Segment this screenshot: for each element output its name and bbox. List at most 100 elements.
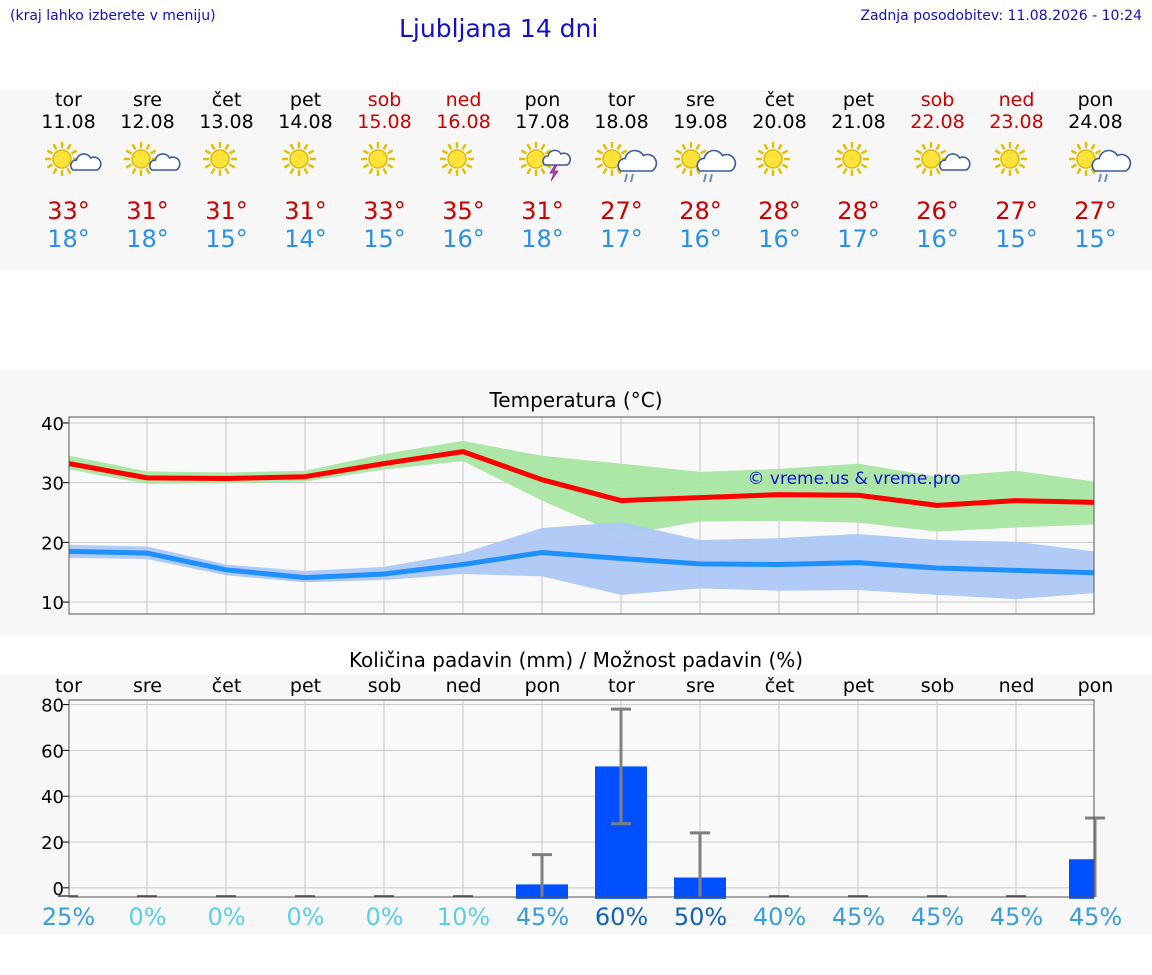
sun-icon [187, 135, 266, 185]
forecast-day: pet 14.08 [266, 89, 345, 133]
forecast-day: ned 23.08 [977, 89, 1056, 133]
day-date: 22.08 [910, 111, 965, 133]
day-name: pon [1077, 89, 1114, 111]
min-temperature: 18° [126, 225, 169, 253]
max-temperature: 26° [916, 197, 959, 225]
day-date: 13.08 [199, 111, 254, 133]
min-temperature: 16° [916, 225, 959, 253]
day-name: sre [133, 89, 162, 111]
precipitation-panel [0, 675, 1152, 935]
precipitation-probability: 45% [515, 903, 570, 931]
precipitation-probability: 0% [207, 903, 246, 931]
forecast-day: sre 12.08 [108, 89, 187, 133]
day-name: ned [998, 89, 1035, 111]
day-name: sob [920, 89, 955, 111]
day-date: 24.08 [1068, 111, 1123, 133]
day-name: čet [211, 89, 242, 111]
max-temperature: 31° [205, 197, 248, 225]
location-hint: (kraj lahko izberete v meniju) [10, 8, 216, 24]
day-name: sob [367, 89, 402, 111]
precipitation-day-label: sre [686, 675, 715, 697]
min-temperature: 16° [679, 225, 722, 253]
sun-icon [424, 135, 503, 185]
min-temperature: 15° [363, 225, 406, 253]
forecast-day: pon 17.08 [503, 89, 582, 133]
forecast-day: tor 11.08 [29, 89, 108, 133]
precipitation-day-label: ned [445, 675, 482, 697]
day-date: 21.08 [831, 111, 886, 133]
max-temperature: 28° [837, 197, 880, 225]
day-date: 23.08 [989, 111, 1044, 133]
temperature-chart-title: Temperatura (°C) [489, 388, 663, 412]
max-temperature: 28° [758, 197, 801, 225]
precipitation-day-label: čet [764, 675, 795, 697]
precipitation-probability: 45% [831, 903, 886, 931]
day-name: sre [686, 89, 715, 111]
precipitation-probability: 60% [594, 903, 649, 931]
sun-cloud-icon [898, 135, 977, 185]
day-name: tor [55, 89, 82, 111]
day-date: 15.08 [357, 111, 412, 133]
sun-cloud-icon [108, 135, 187, 185]
sun-rain-icon [1056, 135, 1135, 185]
day-name: čet [764, 89, 795, 111]
min-temperature: 16° [758, 225, 801, 253]
day-name: tor [608, 89, 635, 111]
max-temperature: 33° [47, 197, 90, 225]
sun-icon [740, 135, 819, 185]
forecast-day: pon 24.08 [1056, 89, 1135, 133]
day-name: pet [289, 89, 322, 111]
day-date: 18.08 [594, 111, 649, 133]
precipitation-chart-title: Količina padavin (mm) / Možnost padavin … [348, 648, 804, 672]
forecast-day: sre 19.08 [661, 89, 740, 133]
precipitation-probability: 45% [1068, 903, 1123, 931]
day-date: 11.08 [41, 111, 96, 133]
min-temperature: 15° [205, 225, 248, 253]
max-temperature: 27° [1074, 197, 1117, 225]
precipitation-day-label: pet [289, 675, 322, 697]
precipitation-probability: 10% [436, 903, 491, 931]
min-temperature: 17° [600, 225, 643, 253]
max-temperature: 27° [600, 197, 643, 225]
precipitation-day-label: pon [524, 675, 561, 697]
max-temperature: 31° [521, 197, 564, 225]
min-temperature: 18° [521, 225, 564, 253]
last-updated: Zadnja posodobitev: 11.08.2026 - 10:24 [860, 8, 1142, 24]
day-name: pet [842, 89, 875, 111]
forecast-day: sob 15.08 [345, 89, 424, 133]
precipitation-probability: 0% [128, 903, 167, 931]
forecast-day: sob 22.08 [898, 89, 977, 133]
precipitation-day-label: sob [920, 675, 955, 697]
precipitation-probability: 0% [286, 903, 325, 931]
precipitation-day-label: tor [55, 675, 82, 697]
min-temperature: 18° [47, 225, 90, 253]
precipitation-probability: 50% [673, 903, 728, 931]
forecast-panel [0, 90, 1152, 270]
sun-icon [266, 135, 345, 185]
sun-icon [977, 135, 1056, 185]
min-temperature: 16° [442, 225, 485, 253]
min-temperature: 15° [1074, 225, 1117, 253]
day-date: 17.08 [515, 111, 570, 133]
max-temperature: 31° [126, 197, 169, 225]
day-date: 16.08 [436, 111, 491, 133]
precipitation-probability: 25% [41, 903, 96, 931]
max-temperature: 28° [679, 197, 722, 225]
forecast-day: ned 16.08 [424, 89, 503, 133]
precipitation-day-label: pon [1077, 675, 1114, 697]
max-temperature: 33° [363, 197, 406, 225]
day-name: pon [524, 89, 561, 111]
day-date: 14.08 [278, 111, 333, 133]
sun-rain-icon [582, 135, 661, 185]
day-name: ned [445, 89, 482, 111]
sun-storm-icon [503, 135, 582, 185]
precipitation-day-label: pet [842, 675, 875, 697]
sun-cloud-icon [29, 135, 108, 185]
max-temperature: 27° [995, 197, 1038, 225]
min-temperature: 14° [284, 225, 327, 253]
day-date: 12.08 [120, 111, 175, 133]
precipitation-day-label: sre [133, 675, 162, 697]
precipitation-probability: 45% [989, 903, 1044, 931]
max-temperature: 31° [284, 197, 327, 225]
precipitation-day-label: čet [211, 675, 242, 697]
